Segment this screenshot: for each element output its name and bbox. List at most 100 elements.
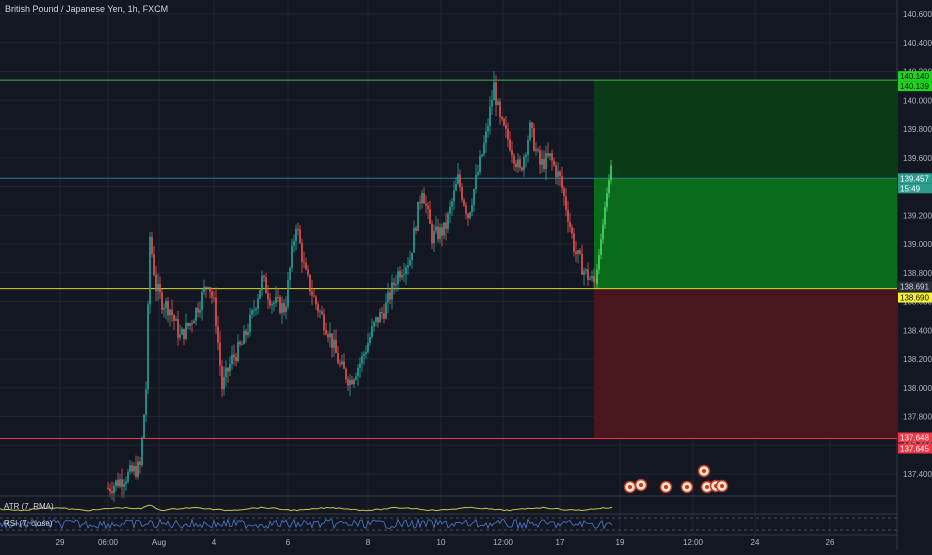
candle-body [555, 165, 557, 177]
candle-body [437, 226, 439, 240]
profit-zone-upper[interactable] [594, 80, 897, 179]
atr-indicator-label[interactable]: ATR (7, RMA) [4, 502, 54, 511]
loss-zone[interactable] [594, 288, 897, 439]
candle-body [431, 223, 433, 244]
candle-body [135, 466, 137, 477]
candle-body [299, 229, 301, 243]
candle-body [495, 82, 497, 105]
time-tick-label: 06:00 [98, 538, 119, 547]
candle-body [355, 376, 357, 380]
profit-zone[interactable] [594, 178, 897, 289]
event-icon-dot [664, 485, 668, 489]
candle-body [317, 304, 319, 312]
candle-body [311, 291, 313, 296]
candle-body [577, 250, 579, 254]
candle-body [379, 311, 381, 323]
candle-body [297, 228, 299, 230]
time-tick-label: 12:00 [493, 538, 514, 547]
candle-body [225, 367, 227, 378]
candle-body [293, 240, 295, 246]
candle-body [441, 227, 443, 236]
candle-body [349, 380, 351, 386]
candle-body [569, 222, 571, 228]
candle-body [499, 101, 501, 117]
candle-body [515, 163, 517, 168]
entry-price-label-a-bg [898, 281, 932, 292]
candlesticks[interactable] [107, 71, 612, 502]
candle-body [487, 126, 489, 132]
candle-body [313, 295, 315, 297]
time-tick-label: 26 [826, 538, 835, 547]
time-tick-label: 8 [366, 538, 371, 547]
candle-body [117, 480, 119, 487]
candle-body [119, 479, 121, 487]
candle-body [401, 275, 403, 278]
candle-body [553, 160, 555, 166]
candle-body [545, 153, 547, 169]
time-tick-label: 12:00 [683, 538, 704, 547]
candle-body [189, 323, 191, 327]
candle-body [335, 339, 337, 353]
candle-body [207, 287, 209, 289]
current-price-label-bg [898, 173, 932, 184]
candle-body [517, 159, 519, 168]
candle-body [261, 275, 263, 291]
candle-body [547, 153, 549, 157]
candle-body [325, 330, 327, 335]
candle-body [523, 156, 525, 170]
candle-body [269, 299, 271, 306]
candle-body [339, 363, 341, 365]
symbol-title[interactable]: British Pound / Japanese Yen, 1h, FXCM [5, 4, 169, 14]
event-icon-dot [705, 485, 709, 489]
candle-body [535, 149, 537, 151]
candle-body [185, 323, 187, 339]
event-icon-dot [720, 484, 724, 488]
candle-body [199, 309, 201, 313]
atr-line [0, 504, 613, 512]
economic-events[interactable] [623, 464, 729, 494]
candle-body [209, 287, 211, 292]
candle-body [451, 201, 453, 207]
candle-body [177, 319, 179, 338]
candle-body [223, 377, 225, 390]
price-tick-label: 139.000 [903, 240, 932, 249]
candle-body [421, 193, 423, 204]
candle-body [429, 208, 431, 224]
candle-body [169, 309, 171, 316]
candle-body [395, 283, 397, 286]
target-price-label-b: 140.139 [900, 82, 929, 91]
candle-body [525, 154, 527, 157]
candle-body [483, 142, 485, 155]
candle-body [581, 253, 583, 275]
candle-body [205, 286, 207, 288]
rsi-indicator-label[interactable]: RSI (7, close) [4, 519, 53, 528]
candle-body [263, 275, 265, 278]
candle-body [507, 128, 509, 140]
stop-price-label-a-bg [898, 432, 932, 443]
candle-body [281, 303, 283, 314]
candle-body [165, 301, 167, 309]
candle-body [405, 267, 407, 275]
candle-body [409, 260, 411, 266]
candle-body [323, 314, 325, 331]
candle-body [459, 174, 461, 188]
time-tick-label: 29 [56, 538, 65, 547]
candle-body [503, 118, 505, 126]
candle-body [239, 341, 241, 345]
rsi-line [0, 517, 613, 530]
candle-body [367, 343, 369, 353]
event-icon-dot [628, 485, 632, 489]
candle-body [157, 283, 159, 292]
candle-body [319, 311, 321, 313]
candle-body [443, 222, 445, 236]
candle-body [283, 303, 285, 312]
candle-body [387, 292, 389, 303]
candle-body [287, 280, 289, 307]
candle-body [173, 315, 175, 321]
candle-body [413, 228, 415, 253]
candle-body [115, 480, 117, 486]
candle-body [305, 262, 307, 270]
candle-body [233, 354, 235, 358]
